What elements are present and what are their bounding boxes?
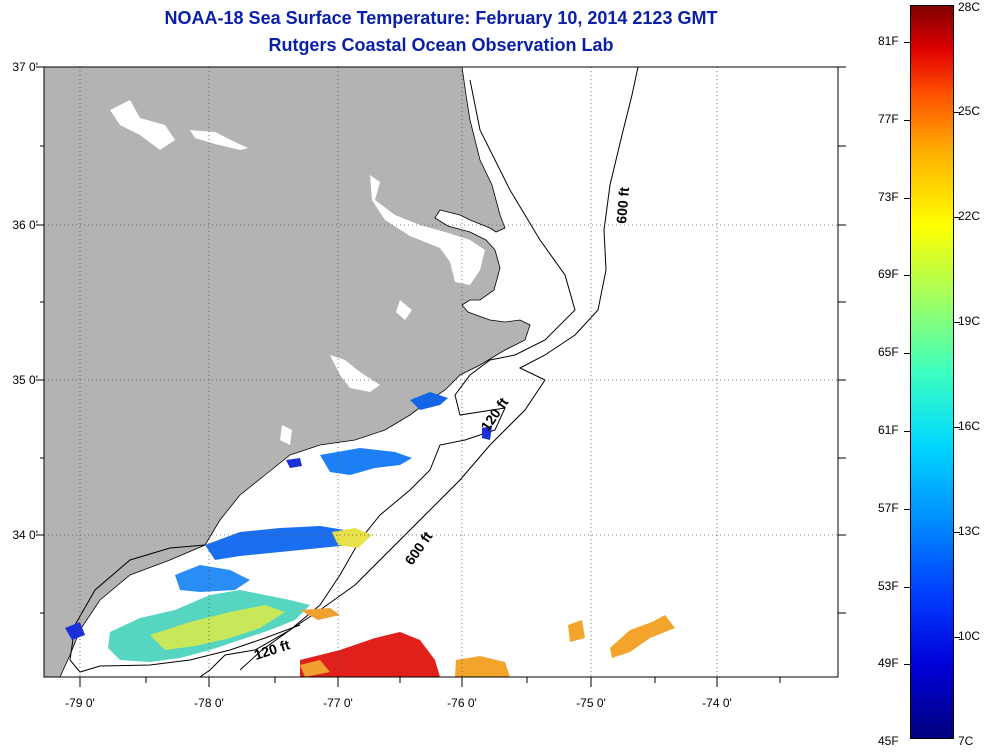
land-mass bbox=[43, 66, 531, 678]
colorbar-fahrenheit-label: 49F bbox=[878, 656, 899, 670]
contour-label-600ft-north: 600 ft bbox=[613, 186, 632, 224]
sst-patch-hot bbox=[300, 632, 440, 677]
sst-patch-cool bbox=[410, 392, 448, 410]
inland-sound bbox=[190, 130, 248, 150]
colorbar-tick bbox=[904, 42, 910, 43]
colorbar-celsius-label: 13C bbox=[958, 524, 981, 538]
colorbar-fahrenheit-label: 45F bbox=[878, 734, 899, 748]
colorbar-celsius-label: 10C bbox=[958, 629, 981, 643]
lon-label: -77 0' bbox=[323, 696, 353, 710]
lat-label: 35 0' bbox=[12, 373, 38, 387]
colorbar-tick bbox=[904, 431, 910, 432]
sst-patch-cool bbox=[320, 448, 412, 475]
colorbar-tick bbox=[904, 275, 910, 276]
colorbar-fahrenheit-label: 53F bbox=[878, 579, 899, 593]
colorbar-fahrenheit-label: 61F bbox=[878, 423, 899, 437]
colorbar-celsius-label: 28C bbox=[958, 0, 981, 14]
sst-patch-warm bbox=[610, 615, 675, 658]
sst-patch-warm bbox=[332, 528, 372, 548]
lon-label: -74 0' bbox=[702, 696, 732, 710]
colorbar-tick bbox=[954, 112, 960, 113]
colorbar-celsius-label: 19C bbox=[958, 314, 981, 328]
sst-patch-warm bbox=[150, 605, 285, 650]
colorbar-celsius-label: 16C bbox=[958, 419, 981, 433]
colorbar-tick bbox=[954, 427, 960, 428]
colorbar-tick bbox=[904, 120, 910, 121]
colorbar-fahrenheit-label: 81F bbox=[878, 34, 899, 48]
inland-sound bbox=[280, 425, 292, 445]
colorbar-tick bbox=[904, 664, 910, 665]
colorbar-fahrenheit-label: 57F bbox=[878, 501, 899, 515]
sst-patch-warm bbox=[300, 608, 340, 620]
lon-label: -76 0' bbox=[447, 696, 477, 710]
colorbar-fahrenheit-label: 69F bbox=[878, 267, 899, 281]
inland-sound bbox=[110, 100, 175, 150]
temperature-colorbar bbox=[910, 5, 954, 739]
lat-label: 36 0' bbox=[12, 218, 38, 232]
lat-lon-grid bbox=[44, 67, 838, 677]
lon-label: -78 0' bbox=[194, 696, 224, 710]
lat-label: 37 0' bbox=[12, 60, 38, 74]
axis-ticks bbox=[36, 66, 846, 687]
colorbar-tick bbox=[954, 217, 960, 218]
sst-patch-warm bbox=[300, 660, 330, 677]
contour-120ft bbox=[199, 79, 576, 678]
colorbar-celsius-label: 22C bbox=[958, 209, 981, 223]
sst-patch-warm bbox=[455, 656, 510, 677]
colorbar-tick bbox=[904, 198, 910, 199]
colorbar-tick bbox=[904, 353, 910, 354]
inland-sound bbox=[370, 175, 485, 285]
inland-sound bbox=[396, 300, 412, 320]
map-subtitle: Rutgers Coastal Ocean Observation Lab bbox=[268, 35, 614, 55]
colorbar-tick bbox=[904, 509, 910, 510]
colorbar-tick bbox=[954, 322, 960, 323]
lon-label: -75 0' bbox=[576, 696, 606, 710]
lat-label: 34 0' bbox=[12, 528, 38, 542]
sst-patch-cold bbox=[482, 426, 492, 440]
colorbar-celsius-label: 7C bbox=[958, 734, 974, 748]
sst-patch-cold bbox=[286, 458, 302, 468]
colorbar-fahrenheit-label: 65F bbox=[878, 345, 899, 359]
colorbar-tick bbox=[954, 637, 960, 638]
sst-patch-cool bbox=[205, 526, 350, 560]
colorbar-fahrenheit-label: 73F bbox=[878, 190, 899, 204]
colorbar-celsius-label: 25C bbox=[958, 104, 981, 118]
map-title: NOAA-18 Sea Surface Temperature: Februar… bbox=[164, 8, 718, 28]
sst-patch-cool bbox=[175, 565, 250, 592]
inland-sound bbox=[330, 355, 380, 392]
map-frame bbox=[43, 66, 839, 678]
sst-patch-warm bbox=[568, 620, 585, 642]
lon-label: -79 0' bbox=[65, 696, 95, 710]
colorbar-tick bbox=[954, 532, 960, 533]
colorbar-fahrenheit-label: 77F bbox=[878, 112, 899, 126]
colorbar-tick bbox=[904, 587, 910, 588]
